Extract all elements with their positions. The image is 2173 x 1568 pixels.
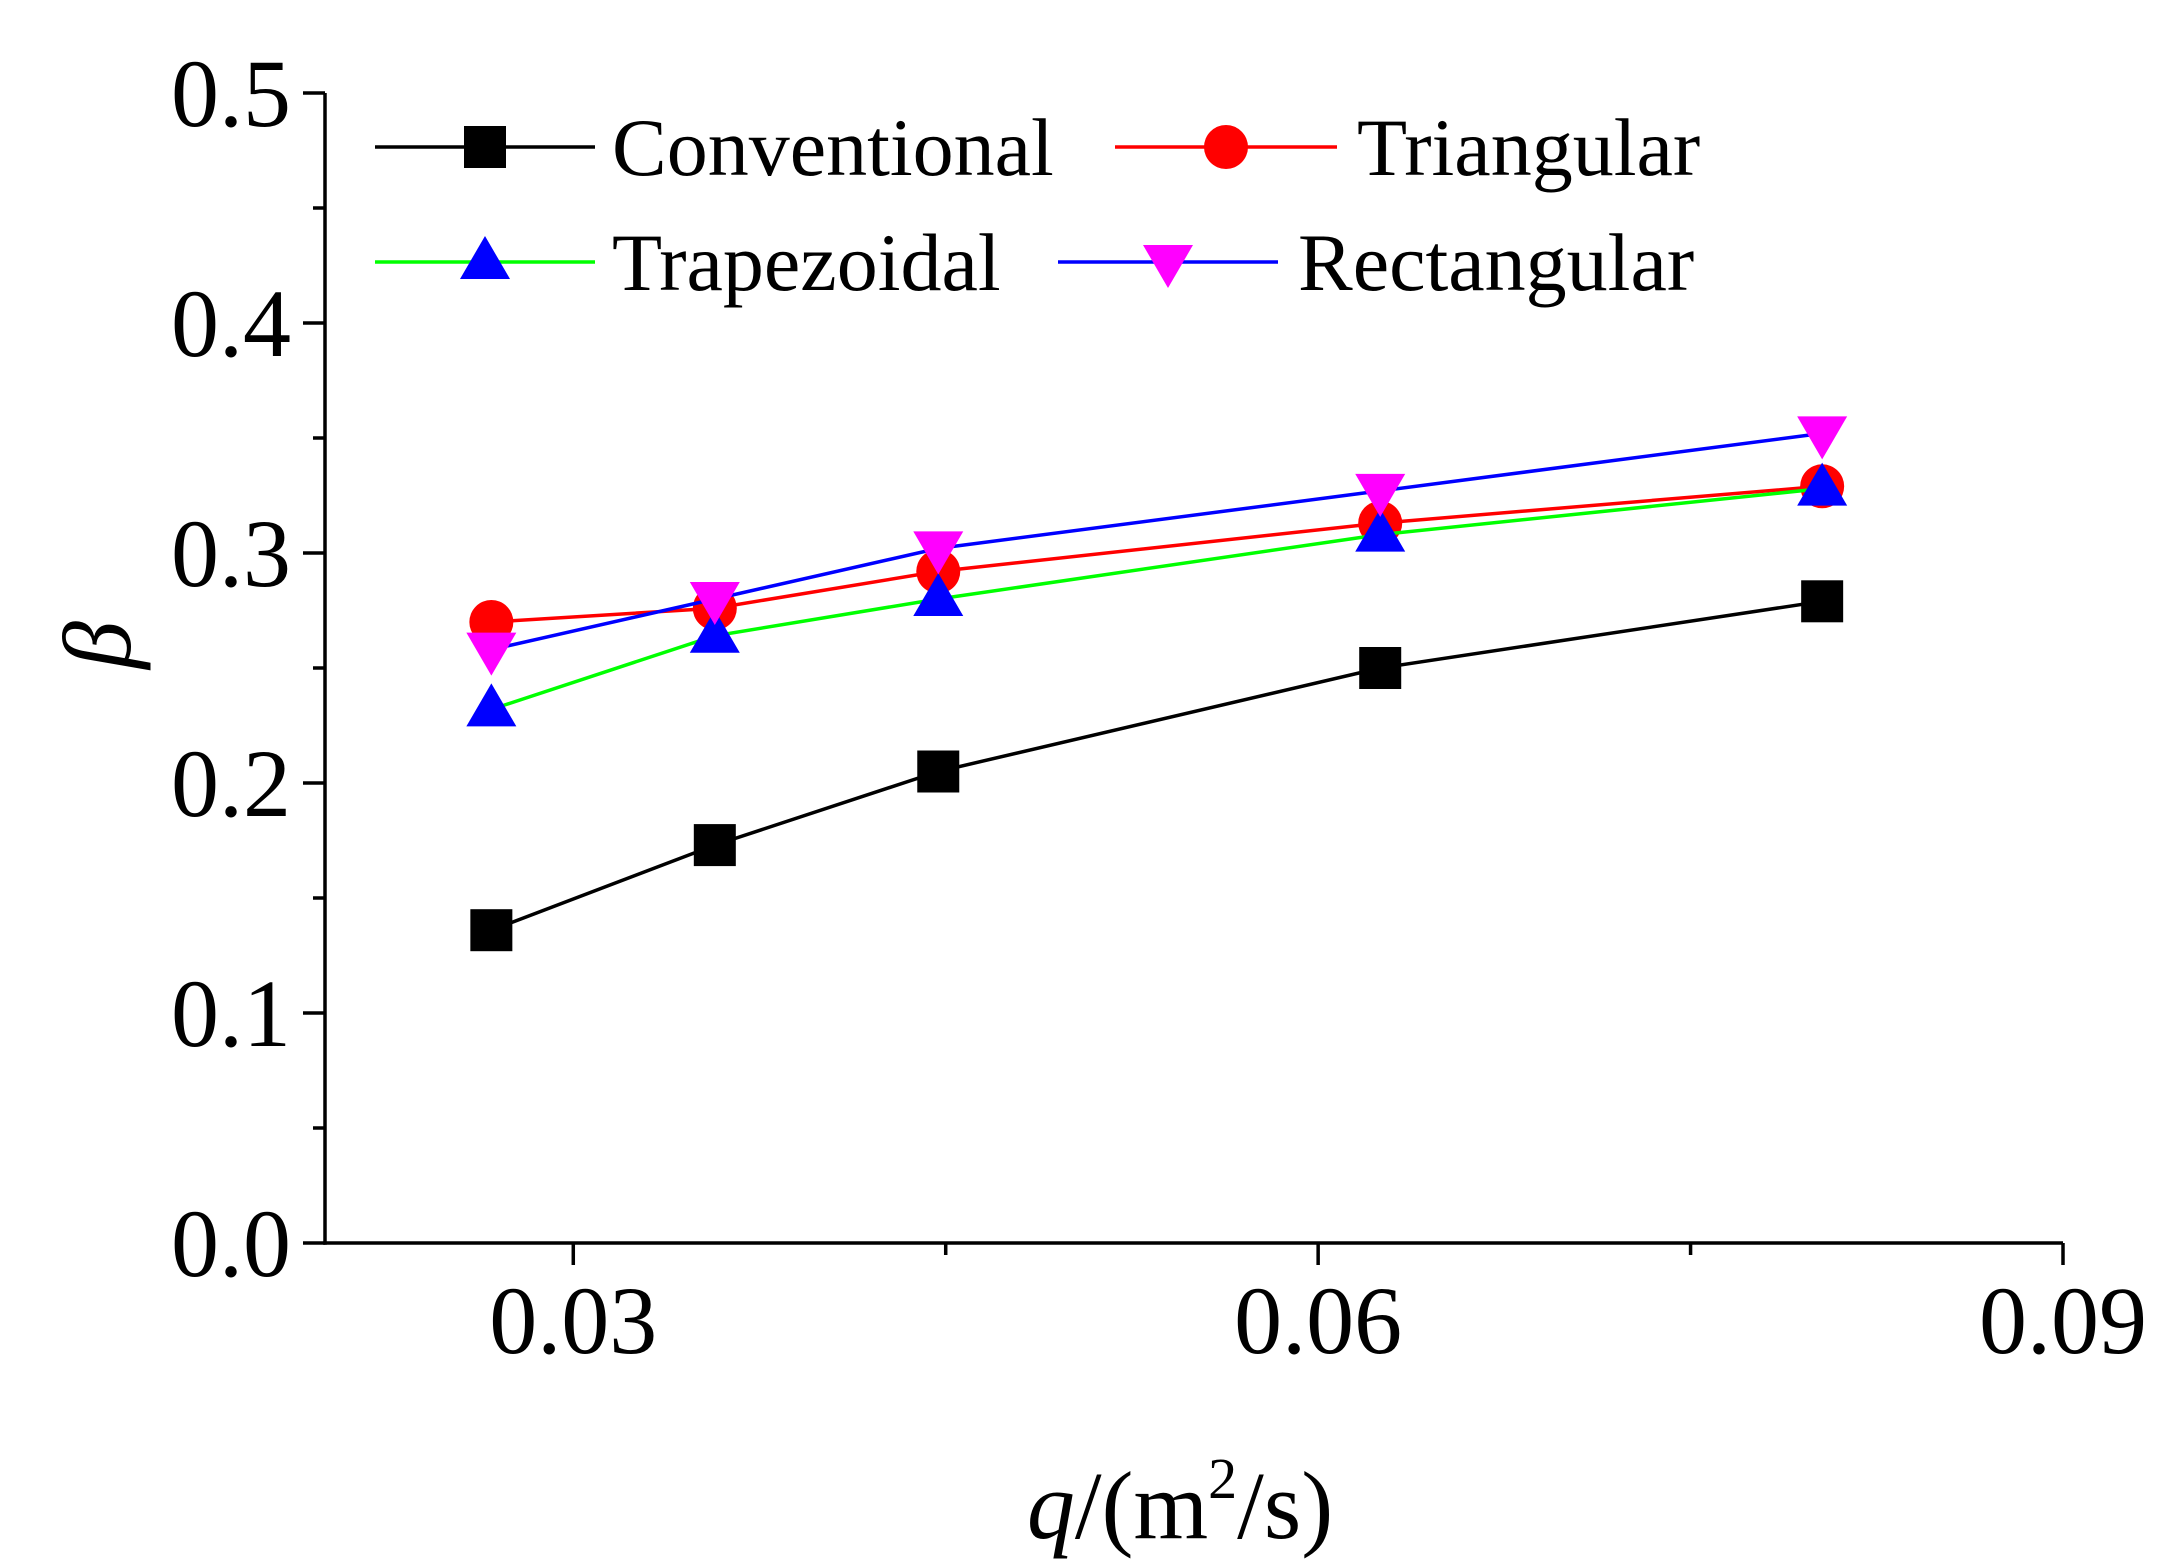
legend-label: Trapezoidal: [612, 217, 1001, 308]
data-point: [1801, 580, 1844, 623]
data-point: [689, 609, 740, 653]
legend-label: Triangular: [1357, 102, 1700, 193]
legend-item-rectangular: Rectangular: [1058, 217, 1694, 308]
data-point: [466, 683, 517, 727]
legend-marker: [1143, 245, 1193, 288]
series-rectangular: [466, 416, 1848, 676]
axes: 0.0 0.1 0.2 0.3 0.4 0.5 0.03 0.06 0.09: [171, 40, 2147, 1374]
data-point: [1797, 462, 1848, 506]
data-point: [917, 750, 960, 793]
legend-item-conventional: Conventional: [375, 102, 1054, 193]
y-tick-label: 0.1: [171, 960, 291, 1067]
data-point: [913, 531, 964, 575]
y-tick-label: 0.3: [171, 500, 291, 607]
data-point: [466, 632, 517, 676]
data-point: [470, 909, 513, 952]
legend-marker: [1204, 125, 1248, 169]
x-tick-label: 0.03: [489, 1267, 657, 1374]
legend-label: Rectangular: [1298, 217, 1694, 308]
x-tick-label: 0.09: [1979, 1267, 2147, 1374]
y-axis-title: β: [44, 621, 151, 671]
plot-area: [466, 416, 1848, 952]
legend: Conventional Triangular Trapezoidal Rectang…: [375, 102, 1700, 308]
legend-label: Conventional: [612, 102, 1054, 193]
series-conventional: [470, 580, 1844, 952]
y-tick-label: 0.4: [171, 270, 291, 377]
y-tick-label: 0.2: [171, 730, 291, 837]
x-tick-label: 0.06: [1234, 1267, 1402, 1374]
x-axis-title-sup: 2: [1208, 1446, 1237, 1511]
data-point: [1355, 473, 1406, 517]
x-axis-title-end: /s): [1237, 1452, 1333, 1559]
y-tick-label: 0.0: [171, 1190, 291, 1297]
data-point: [913, 573, 964, 616]
legend-marker: [464, 126, 506, 168]
x-axis-title: q/(m2/s): [1027, 1446, 1333, 1559]
y-tick-label: 0.5: [171, 40, 291, 147]
series-trapezoidal: [466, 462, 1848, 727]
x-axis-title-var: q: [1027, 1452, 1075, 1559]
data-point: [1797, 416, 1848, 460]
data-point: [1355, 508, 1406, 552]
legend-item-trapezoidal: Trapezoidal: [375, 217, 1001, 308]
legend-item-triangular: Triangular: [1115, 102, 1700, 193]
x-axis-title-unit: /(m: [1075, 1452, 1208, 1559]
series-line: [490, 599, 1823, 932]
series-line: [491, 484, 1823, 624]
series-triangular: [469, 464, 1845, 644]
data-point: [693, 824, 736, 867]
data-point: [1359, 647, 1402, 689]
legend-marker: [460, 236, 510, 279]
data-point: [689, 582, 740, 625]
axis-titles: β q/(m2/s): [44, 621, 1333, 1559]
series-line: [490, 431, 1823, 652]
